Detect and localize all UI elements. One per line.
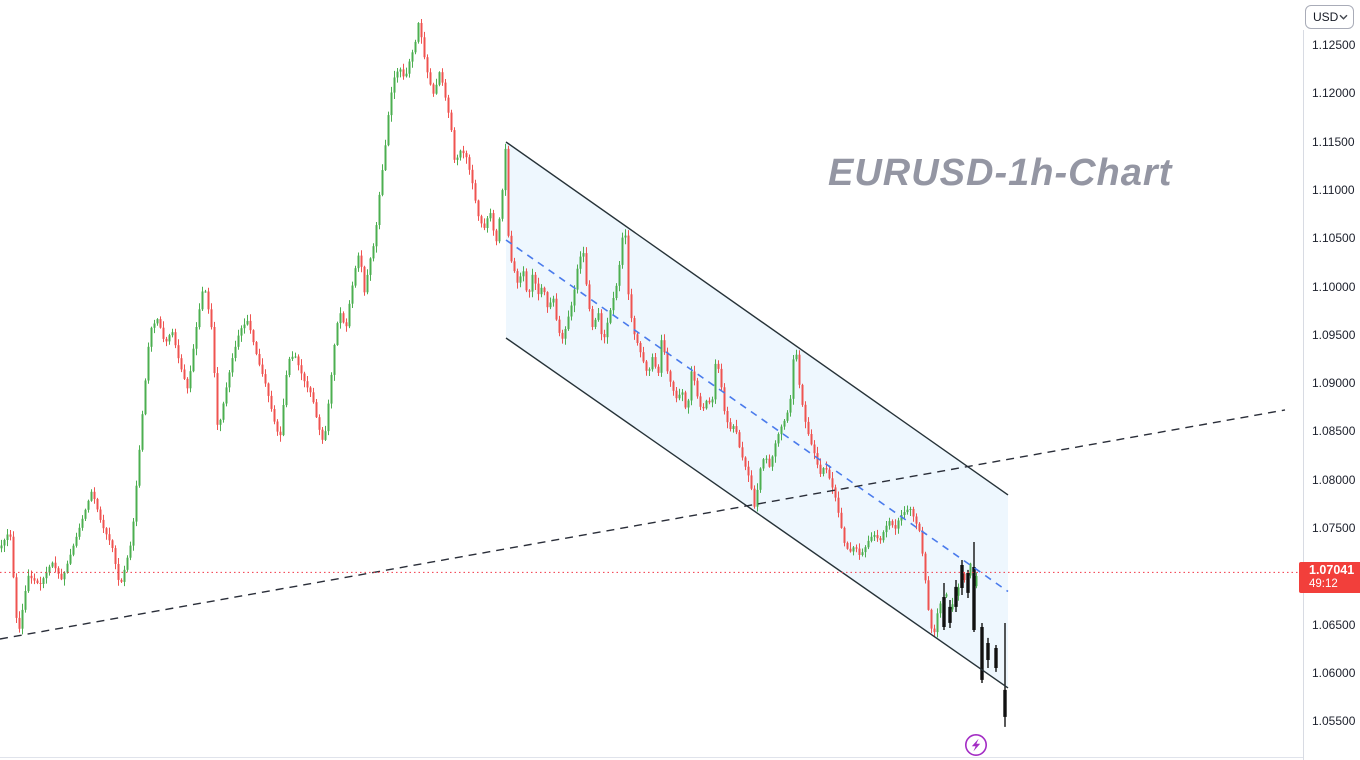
time-axis-separator	[0, 757, 1360, 758]
current-price-value: 1.07041	[1309, 563, 1355, 578]
price-axis-tick: 1.07500	[1312, 521, 1356, 535]
price-axis-tick: 1.11500	[1312, 134, 1355, 149]
recent-candles	[942, 542, 1007, 727]
price-axis-tick: 1.10500	[1312, 231, 1356, 246]
price-axis-tick: 1.09500	[1312, 327, 1356, 342]
price-axis-tick: 1.11000	[1312, 182, 1355, 197]
price-axis-tick: 1.09000	[1312, 376, 1356, 391]
price-axis-tick: 1.12000	[1312, 86, 1356, 101]
price-axis-tick: 1.08500	[1312, 424, 1356, 439]
currency-selector-value: USD	[1313, 10, 1339, 24]
chart-pane[interactable]: EURUSD-1h-Chart	[0, 0, 1303, 760]
channel-lower-line[interactable]	[505, 337, 1009, 689]
price-axis-tick: 1.12500	[1312, 38, 1356, 52]
price-axis-tick: 1.10000	[1312, 279, 1356, 294]
price-axis-tick: 1.08000	[1312, 472, 1356, 487]
bar-close-countdown: 49:12	[1309, 578, 1338, 591]
price-axis[interactable]: 1.07041 49:12 1.12500 1.12000 1.11500 1.110…	[1299, 0, 1360, 760]
flash-idea-marker[interactable]	[962, 731, 990, 759]
channel-median-line[interactable]	[505, 239, 1009, 593]
price-axis-tick: 1.06000	[1312, 665, 1356, 680]
chevron-down-icon	[1339, 14, 1348, 20]
candlestick-chart[interactable]	[0, 0, 1303, 760]
lightning-bolt-icon	[971, 738, 981, 752]
chart-watermark: EURUSD-1h-Chart	[828, 152, 1173, 194]
candles	[0, 19, 978, 638]
price-axis-tick: 1.06500	[1312, 617, 1356, 632]
current-price-badge: 1.07041 49:12	[1299, 562, 1360, 594]
channel-upper-line[interactable]	[505, 141, 1009, 496]
trendline[interactable]	[0, 409, 1286, 640]
price-axis-tick: 1.05500	[1312, 714, 1356, 729]
currency-selector[interactable]: USD	[1305, 5, 1354, 29]
price-axis-border	[1303, 30, 1304, 760]
